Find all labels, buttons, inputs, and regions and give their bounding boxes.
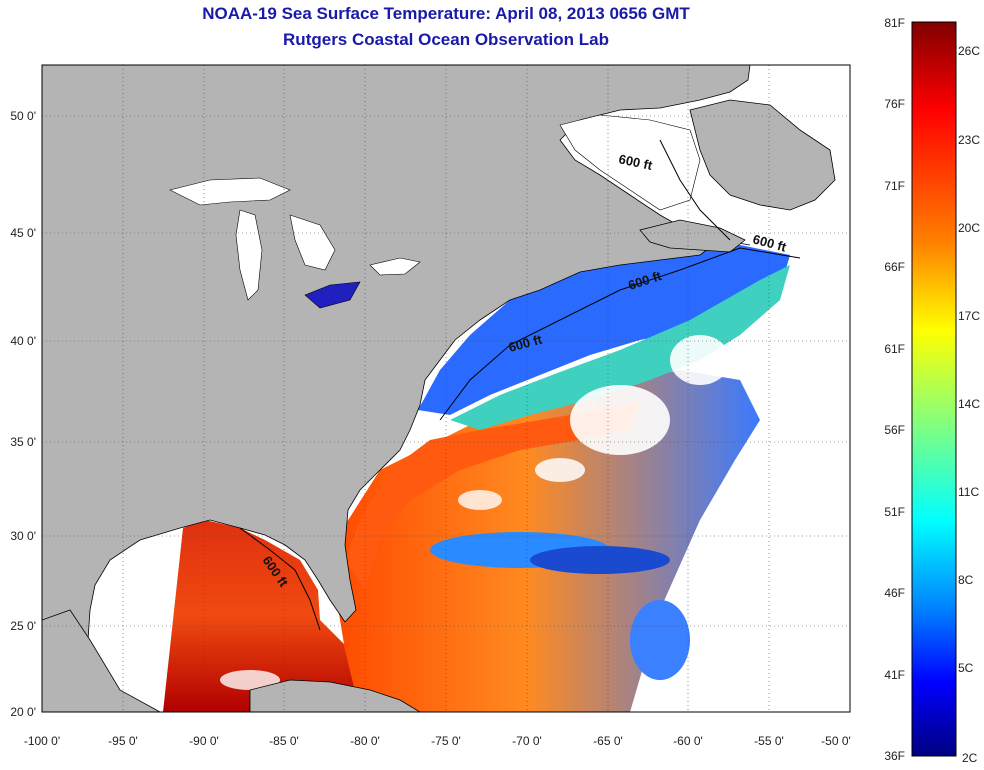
- cloud-gap-4: [220, 670, 280, 690]
- lon-tick-label: -55 0': [754, 734, 784, 748]
- colorbar-f-label: 76F: [884, 97, 905, 111]
- great-lake-michigan: [235, 209, 263, 301]
- contour-label: 600 ft: [617, 151, 654, 173]
- colorbar-c-label: 17C: [958, 309, 980, 323]
- longitude-axis: -100 0' -95 0' -90 0' -85 0' -80 0' -75 …: [24, 734, 851, 748]
- lon-tick-label: -80 0': [350, 734, 380, 748]
- lat-tick-label: 20 0': [10, 705, 36, 719]
- lon-tick-label: -65 0': [593, 734, 623, 748]
- gulf-st-lawrence: [559, 114, 701, 211]
- colorbar-f-label: 61F: [884, 342, 905, 356]
- colorbar-f-label: 81F: [884, 16, 905, 30]
- lon-tick-label: -90 0': [189, 734, 219, 748]
- colorbar-c-label: 2C: [962, 751, 978, 765]
- lat-tick-label: 30 0': [10, 529, 36, 543]
- map-subtitle: Rutgers Coastal Ocean Observation Lab: [283, 30, 609, 49]
- land-newfoundland: [689, 99, 836, 211]
- colorbar-f-label: 66F: [884, 260, 905, 274]
- lon-tick-label: -70 0': [512, 734, 542, 748]
- colorbar-f-label: 36F: [884, 749, 905, 763]
- colorbar-gradient: [911, 21, 957, 757]
- land-cuba: [249, 679, 421, 712]
- great-lake-erie: [304, 281, 361, 309]
- colorbar-f-label: 41F: [884, 668, 905, 682]
- cloud-gap-2: [670, 335, 730, 385]
- map-area: [42, 65, 850, 712]
- lat-tick-label: 45 0': [10, 226, 36, 240]
- land-north-america: [42, 65, 751, 712]
- great-lake-huron: [289, 214, 336, 271]
- map-frame: [41, 64, 851, 713]
- lon-tick-label: -75 0': [431, 734, 461, 748]
- depth-contour-line-2: [439, 247, 801, 421]
- cloud-gap-5: [458, 490, 502, 510]
- colorbar-c-label: 20C: [958, 221, 980, 235]
- colorbar-c-label: 5C: [958, 661, 974, 675]
- latitude-axis: 50 0' 45 0' 40 0' 35 0' 30 0' 25 0' 20 0…: [10, 109, 36, 719]
- great-lake-ontario: [369, 257, 421, 276]
- colorbar-f-label: 46F: [884, 586, 905, 600]
- lat-tick-label: 50 0': [10, 109, 36, 123]
- lon-tick-label: -60 0': [673, 734, 703, 748]
- cloud-gap: [570, 385, 670, 455]
- cool-patch: [630, 600, 690, 680]
- map-title: NOAA-19 Sea Surface Temperature: April 0…: [202, 4, 690, 23]
- colorbar-f-label: 71F: [884, 179, 905, 193]
- colorbar-c-label: 23C: [958, 133, 980, 147]
- cool-band-2: [530, 546, 670, 574]
- colorbar-c-label: 11C: [958, 485, 979, 499]
- graticule: [42, 65, 850, 712]
- colorbar-c-label: 14C: [958, 397, 980, 411]
- colorbar-f-label: 51F: [884, 505, 905, 519]
- colorbar-c-label: 8C: [958, 573, 974, 587]
- lat-tick-label: 40 0': [10, 334, 36, 348]
- land-yucatan: [42, 609, 161, 712]
- lat-tick-label: 25 0': [10, 619, 36, 633]
- cloud-gap-3: [535, 458, 585, 482]
- colorbar: 81F 76F 71F 66F 61F 56F 51F 46F 41F 36F …: [884, 16, 980, 765]
- lon-tick-label: -100 0': [24, 734, 60, 748]
- depth-contour-line-3: [659, 139, 731, 241]
- colorbar-f-label: 56F: [884, 423, 905, 437]
- lat-tick-label: 35 0': [10, 435, 36, 449]
- depth-contour-line: [239, 527, 321, 631]
- colorbar-c-label: 26C: [958, 44, 980, 58]
- lon-tick-label: -95 0': [108, 734, 138, 748]
- lon-tick-label: -50 0': [821, 734, 851, 748]
- shelf-cold-water: [418, 240, 790, 415]
- lon-tick-label: -85 0': [269, 734, 299, 748]
- great-lake-superior: [169, 177, 291, 206]
- gulf-sst-region: [163, 520, 360, 712]
- shelf-cool-water: [450, 265, 790, 430]
